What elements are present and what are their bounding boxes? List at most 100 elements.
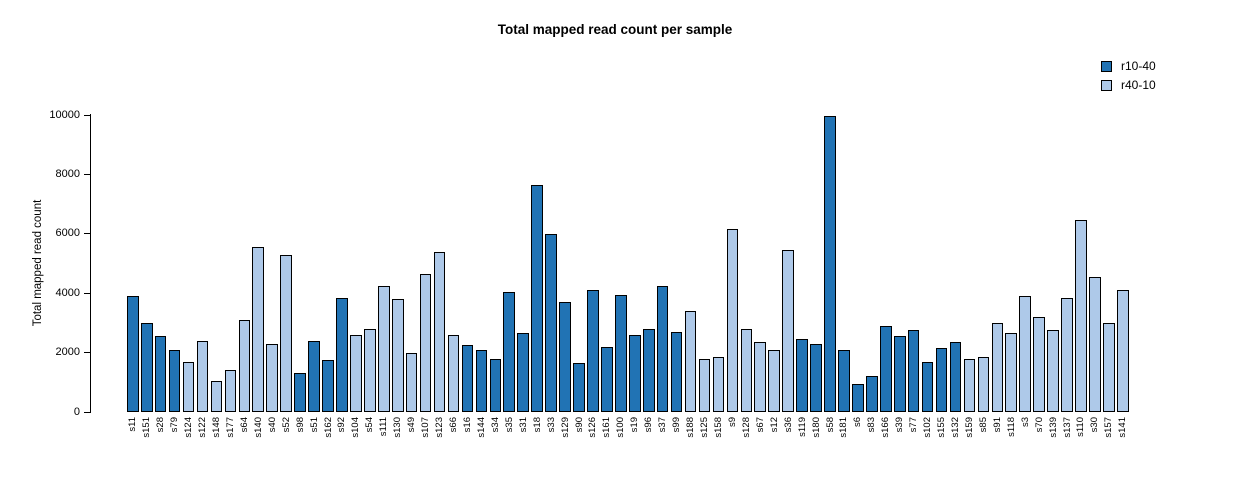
x-tick-label-s31: s31 (517, 417, 529, 433)
x-tick-label-s166: s166 (880, 417, 892, 438)
bar-s79 (168, 349, 181, 412)
x-tick-label-s19: s19 (629, 417, 641, 433)
x-tick-label-s137: s137 (1061, 417, 1073, 438)
x-tick-label-s157: s157 (1103, 417, 1115, 438)
bar-s34 (489, 358, 502, 412)
bar-s144 (475, 349, 488, 412)
y-tick-label: 10000 (49, 108, 80, 121)
bar-s180 (810, 343, 822, 412)
bar-s77 (907, 330, 920, 412)
x-tick-label-s54: s54 (364, 417, 376, 433)
x-tick-label-s159: s159 (963, 417, 975, 438)
x-tick-label-s66: s66 (448, 417, 459, 433)
bar-s9 (726, 229, 739, 412)
x-tick-label-s162: s162 (322, 417, 334, 438)
x-tick-label-s177: s177 (224, 417, 236, 438)
bar-s181 (838, 349, 850, 412)
x-tick-label-s155: s155 (936, 417, 948, 438)
x-tick-label-s104: s104 (350, 417, 362, 438)
x-tick-label-s91: s91 (991, 417, 1003, 433)
bar-s137 (1061, 297, 1073, 412)
bar-s100 (615, 294, 627, 412)
bar-s102 (921, 361, 934, 412)
bar-s83 (866, 376, 878, 412)
x-tick-label-s67: s67 (754, 417, 766, 433)
bar-s124 (182, 361, 195, 412)
legend-item-r40-10: r40-10 (1101, 79, 1156, 91)
bar-s158 (712, 357, 725, 412)
bar-s66 (447, 334, 460, 412)
bar-s119 (796, 339, 808, 412)
bar-s30 (1089, 276, 1101, 412)
x-tick-label-s79: s79 (169, 417, 181, 433)
bar-s104 (350, 334, 362, 412)
bar-s129 (559, 302, 571, 412)
x-tick-label-s39: s39 (894, 417, 906, 433)
x-tick-label-s6: s6 (852, 417, 864, 428)
x-tick-label-s158: s158 (712, 417, 724, 438)
x-tick-label-s188: s188 (685, 417, 697, 438)
bar-s28 (154, 336, 167, 412)
bar-s130 (391, 299, 404, 412)
bar-s151 (140, 322, 153, 412)
bar-s98 (294, 373, 306, 412)
x-tick-label-s90: s90 (573, 417, 585, 433)
bar-s141 (1117, 290, 1129, 412)
x-tick-label-s34: s34 (489, 417, 501, 433)
legend-item-r10-40: r10-40 (1101, 60, 1156, 72)
x-tick-label-s37: s37 (657, 417, 669, 433)
x-tick-label-s181: s181 (838, 417, 850, 438)
x-tick-label-s85: s85 (977, 417, 989, 433)
x-tick-label-s33: s33 (545, 417, 557, 433)
legend: r10-40 r40-10 (1101, 60, 1156, 98)
x-tick-label-s100: s100 (615, 417, 627, 438)
y-axis (90, 114, 91, 413)
bar-s128 (740, 328, 753, 412)
y-tick (84, 173, 90, 175)
x-tick-label-s96: s96 (643, 417, 655, 433)
x-tick-label-s9: s9 (726, 417, 738, 428)
x-tick-label-s125: s125 (699, 417, 710, 438)
y-tick (84, 292, 90, 294)
y-tick-label: 2000 (55, 346, 80, 359)
bar-s51 (308, 340, 320, 412)
x-tick-label-s40: s40 (266, 417, 278, 433)
x-tick-label-s98: s98 (294, 417, 306, 433)
bar-s64 (238, 319, 251, 412)
x-tick-label-s58: s58 (824, 417, 836, 433)
bar-s148 (210, 380, 223, 412)
x-tick-label-s51: s51 (308, 417, 320, 433)
bar-s110 (1075, 220, 1087, 412)
legend-label: r40-10 (1121, 78, 1156, 92)
bar-s188 (684, 311, 697, 412)
x-tick-label-s16: s16 (461, 417, 473, 433)
x-tick-label-s11: s11 (127, 417, 139, 432)
x-tick-label-s36: s36 (782, 417, 794, 433)
x-tick-label-s151: s151 (141, 417, 153, 438)
bar-s122 (196, 340, 209, 412)
x-tick-label-s141: s141 (1117, 417, 1129, 438)
y-tick (84, 411, 90, 413)
legend-label: r10-40 (1121, 59, 1156, 73)
y-tick (84, 352, 90, 354)
bar-s52 (280, 254, 292, 412)
bar-s49 (405, 352, 418, 412)
bar-s40 (266, 343, 279, 412)
x-tick-label-s119: s119 (796, 417, 808, 437)
bar-s139 (1047, 330, 1059, 412)
x-tick-label-s107: s107 (420, 417, 432, 438)
bar-s6 (852, 383, 864, 412)
bar-s125 (698, 358, 711, 412)
x-tick-label-s28: s28 (155, 417, 167, 433)
bar-s16 (461, 345, 474, 412)
x-tick-label-s123: s123 (434, 417, 446, 438)
bar-s99 (670, 331, 683, 412)
bar-s36 (782, 250, 794, 412)
x-tick-label-s70: s70 (1033, 417, 1045, 433)
y-tick (84, 233, 90, 235)
bar-s11 (127, 296, 139, 412)
bar-s155 (935, 348, 948, 412)
y-tick-label: 4000 (55, 286, 80, 299)
bar-s33 (545, 233, 557, 412)
